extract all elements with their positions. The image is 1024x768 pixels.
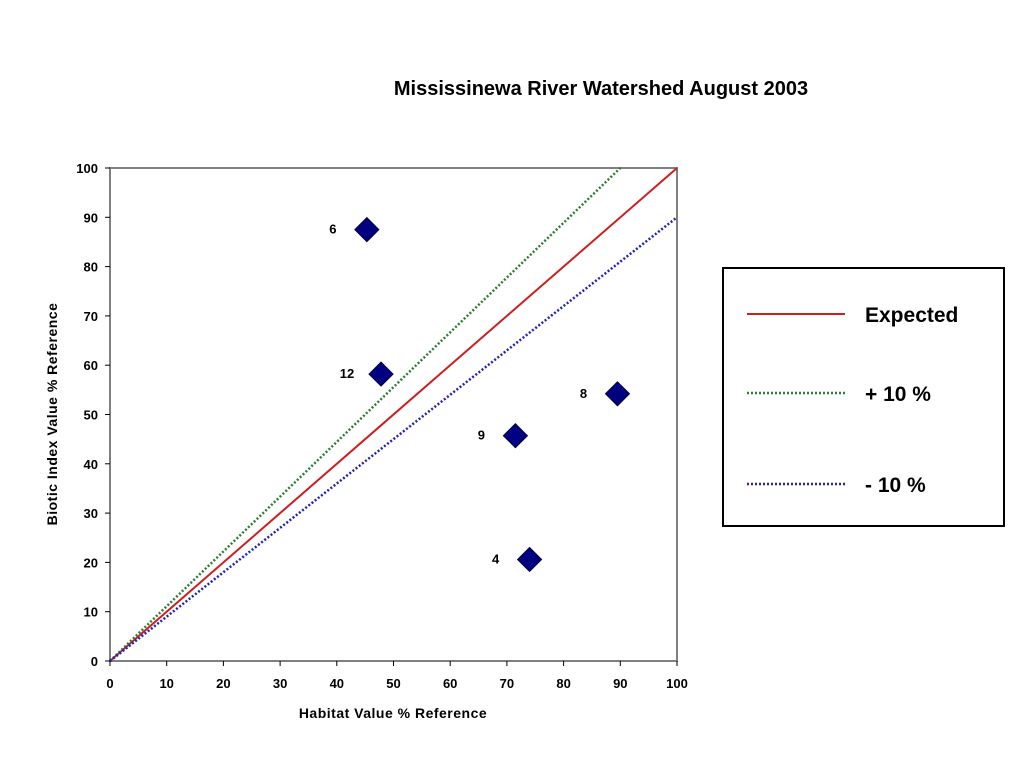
x-tick-label: 50	[386, 676, 400, 691]
y-tick-label: 50	[84, 408, 98, 423]
legend-items: Expected + 10 % - 10 %	[747, 304, 958, 497]
x-tick-label: 10	[159, 676, 173, 691]
y-tick-label: 10	[84, 605, 98, 620]
point-label-6: 6	[329, 222, 336, 237]
legend-label-0: Expected	[865, 304, 958, 327]
y-tick-label: 100	[76, 161, 98, 176]
point-label-9: 9	[478, 428, 485, 443]
x-axis-label: Habitat Value % Reference	[299, 705, 487, 721]
x-tick-label: 90	[613, 676, 627, 691]
data-point-9	[502, 422, 529, 449]
y-tick-label: 30	[84, 506, 98, 521]
x-axis-ticks: 0 10 20 30 40 50 60 70 80 90 100	[106, 661, 688, 691]
legend-label-2: - 10 %	[865, 474, 926, 497]
x-tick-label: 70	[500, 676, 514, 691]
y-tick-label: 0	[91, 654, 98, 669]
y-tick-label: 60	[84, 358, 98, 373]
series-line-0	[109, 167, 678, 662]
plot-area: 6 12 8 9 4	[109, 167, 678, 662]
x-tick-label: 80	[556, 676, 570, 691]
point-label-4: 4	[492, 551, 500, 566]
chart-title: Mississinewa River Watershed August 2003	[394, 78, 808, 100]
data-point-4	[516, 546, 543, 573]
legend-box	[722, 267, 1005, 527]
x-tick-label: 30	[273, 676, 287, 691]
y-tick-label: 70	[84, 309, 98, 324]
legend-label-1: + 10 %	[865, 383, 931, 406]
x-tick-label: 20	[216, 676, 230, 691]
x-tick-label: 60	[443, 676, 457, 691]
y-tick-label: 80	[84, 260, 98, 275]
point-label-8: 8	[580, 386, 587, 401]
reference-lines	[109, 167, 678, 662]
x-tick-label: 40	[330, 676, 344, 691]
y-tick-label: 90	[84, 210, 98, 225]
data-point-6	[354, 216, 380, 243]
axes: 0 10 20 30 40 50 60 70 80 90 100 01020304050607080…	[76, 161, 688, 691]
y-axis-ticks: 0 10 20 30 40 50 60 70 80 90 100	[76, 161, 110, 669]
y-tick-label: 40	[84, 457, 98, 472]
legend: Expected + 10 % - 10 %	[722, 267, 1005, 527]
x-tick-label: 100	[666, 676, 688, 691]
data-points: 6 12 8 9 4	[329, 216, 631, 573]
data-point-12	[368, 361, 394, 387]
x-tick-label: 0	[106, 676, 113, 691]
data-point-8	[604, 381, 631, 407]
y-axis-label: Biotic Index Value % Reference	[44, 303, 60, 526]
y-tick-label: 20	[84, 555, 98, 570]
point-label-12: 12	[340, 366, 354, 381]
